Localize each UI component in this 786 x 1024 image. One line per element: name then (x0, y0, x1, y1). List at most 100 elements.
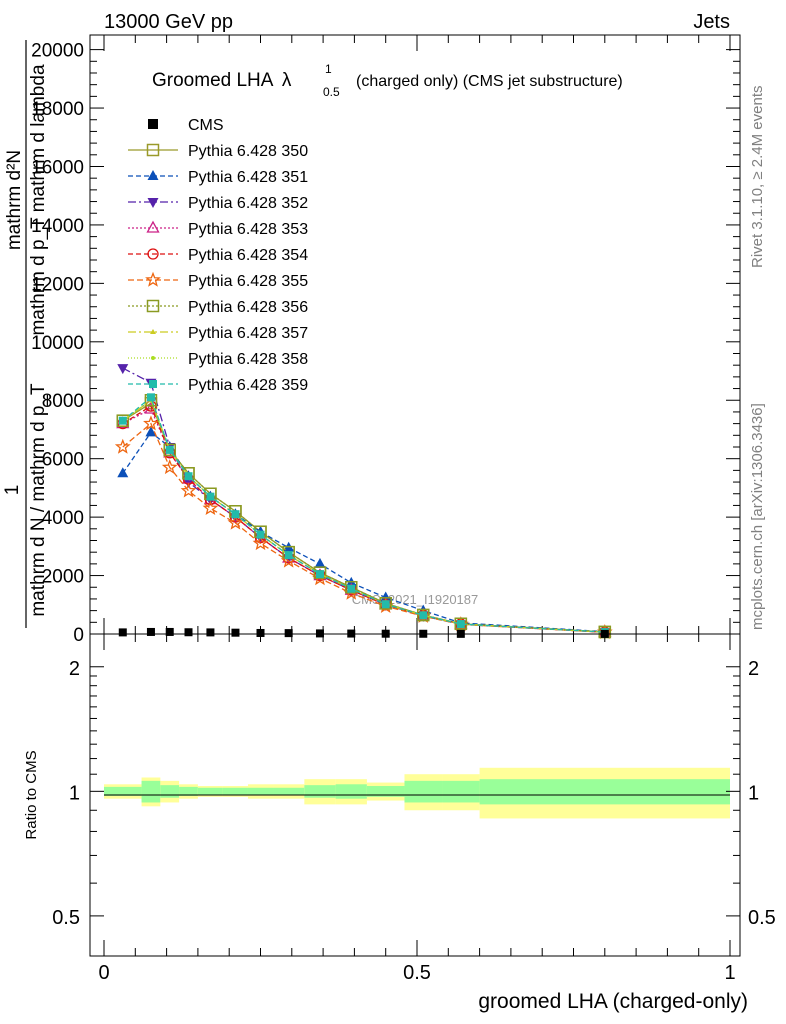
ratio-y-tick-label-right: 0.5 (748, 907, 776, 929)
ratio-panel: 0.5 0.5 1 1 2 2 0 0.5 1 Ratio to CMS groomed LHA… (23, 633, 776, 1013)
legend-marker (149, 380, 157, 388)
ylabel-line1: mathrm d²N (4, 150, 25, 250)
series-point (117, 364, 129, 375)
series-point (180, 482, 197, 498)
series-point (419, 611, 428, 620)
series-point (256, 530, 265, 539)
legend-label: Pythia 6.428 359 (188, 377, 308, 394)
legend-marker-cms (148, 119, 158, 129)
series-point (163, 443, 176, 457)
ratio-y-tick-label: 2 (69, 658, 80, 680)
cms-data-point (284, 629, 293, 638)
legend-marker (151, 356, 155, 360)
cms-data-point (231, 628, 240, 637)
series-point (381, 600, 390, 609)
ylabel-line2: mathrm d p_T mathrm d lambda (28, 64, 49, 335)
series-point (284, 551, 293, 560)
title-symbol: λ (282, 70, 292, 91)
series-point (165, 445, 174, 454)
ratio-band-inner (404, 780, 443, 803)
y-tick-label: 6000 (42, 450, 84, 471)
y-tick-label: 18000 (31, 99, 84, 120)
series-point (118, 416, 127, 425)
series-point (313, 566, 327, 579)
category-label: Jets (693, 11, 730, 33)
series-point (315, 570, 324, 579)
main-ticks: 0 2000 4000 6000 8000 10000 12000 14000 16000 180… (31, 35, 740, 646)
ratio-y-tick-label: 0.5 (52, 907, 80, 929)
ratio-ticks: 0.5 0.5 1 1 2 2 0 0.5 1 (52, 634, 776, 984)
series-point (314, 557, 326, 568)
series-point (280, 552, 297, 568)
legend-label: Pythia 6.428 357 (188, 325, 308, 342)
ratio-y-tick-label-right: 1 (748, 782, 759, 804)
title-sub: 0.5 (323, 85, 340, 99)
legend-label: Pythia 6.428 353 (188, 221, 308, 238)
y-tick-label: 14000 (31, 216, 84, 237)
legend-label: Pythia 6.428 356 (188, 299, 308, 316)
series-point (456, 620, 465, 629)
legend-marker (145, 271, 161, 287)
legend-label: Pythia 6.428 350 (188, 143, 308, 160)
y-tick-label: 16000 (31, 157, 84, 178)
ratio-band-inner (222, 787, 248, 795)
ratio-y-tick-label-right: 2 (748, 658, 759, 680)
cms-data-point (184, 628, 193, 637)
legend-marker (146, 220, 160, 233)
ratio-band-inner (273, 787, 305, 795)
ratio-frame (89, 633, 741, 957)
series-point (161, 459, 178, 475)
series-point (379, 597, 392, 610)
energy-label: 13000 GeV pp (104, 11, 233, 33)
ratio-ylabel: Ratio to CMS (23, 750, 40, 839)
legend-label: Pythia 6.428 351 (188, 169, 308, 186)
ratio-band-inner (197, 787, 223, 795)
ratio-band-inner (141, 780, 161, 803)
ratio-band-inner (304, 785, 336, 798)
ratio-band-inner (366, 786, 405, 797)
series-point (114, 438, 131, 454)
y-tick-label: 0 (73, 625, 84, 646)
cms-data-layer (118, 627, 609, 638)
cms-data-point (256, 628, 265, 637)
x-tick-label: 0 (98, 962, 109, 984)
ratio-band-inner (479, 779, 730, 805)
series-point (227, 514, 244, 530)
series-line (122, 422, 605, 633)
series-point (417, 608, 430, 622)
legend-marker (147, 248, 159, 260)
y-tick-label: 12000 (31, 274, 84, 295)
legend-label: Pythia 6.428 352 (188, 195, 308, 212)
legend-marker (147, 170, 159, 180)
rivet-label: Rivet 3.1.10, ≥ 2.4M events (749, 86, 766, 269)
cms-data-point (165, 627, 174, 636)
legend-marker (147, 198, 159, 208)
series-point (146, 393, 155, 402)
series-point (117, 467, 129, 478)
ylabel-frac-top: 1 (2, 485, 23, 496)
series-point (145, 426, 157, 437)
series-point (231, 510, 240, 519)
legend-label: Pythia 6.428 358 (188, 351, 308, 368)
series-point (347, 584, 356, 593)
legend-label-cms: CMS (188, 117, 224, 134)
ratio-band-inner (247, 787, 274, 795)
title-sup: 1 (325, 62, 332, 76)
series-line (122, 396, 605, 633)
ratio-band-inner (104, 786, 142, 796)
x-axis-label: groomed LHA (charged-only) (478, 990, 748, 1013)
y-tick-label: 8000 (42, 391, 84, 412)
series-point (345, 580, 358, 594)
x-tick-label: 1 (724, 962, 735, 984)
cms-data-point (118, 628, 127, 637)
series-point (116, 414, 130, 427)
ylabel-frac-bottom: mathrm d N / mathrm d p_T (28, 383, 49, 617)
legend-marker (150, 329, 156, 334)
ratio-band-inner (160, 785, 180, 798)
ratio-y-tick-label: 1 (69, 782, 80, 804)
ratio-band-inner (335, 784, 367, 799)
series-point (184, 472, 193, 481)
ratio-bands (104, 767, 730, 819)
title-suffix: (charged only) (CMS jet substructure) (356, 73, 623, 90)
